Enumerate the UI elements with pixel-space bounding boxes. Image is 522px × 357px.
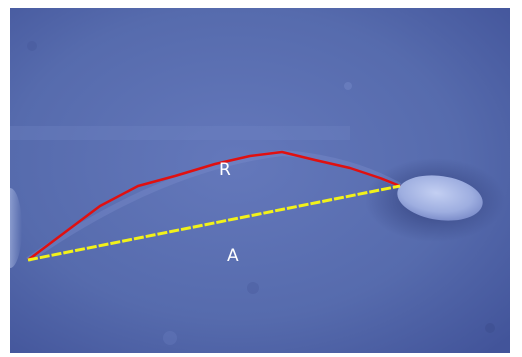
speckle [344,82,352,90]
speckle [247,282,259,294]
speckle [485,323,495,333]
speckle [27,41,37,51]
micrograph [10,8,510,353]
speckle [163,331,177,345]
background-streak [10,126,350,140]
left-edge-glow [10,188,22,268]
chord-label: A [227,246,239,266]
arc-label: R [219,160,231,180]
cell-head [397,175,483,221]
flagellum [26,149,402,263]
micrograph-canvas [10,8,510,353]
chord-line [27,184,401,262]
arc-trace [27,150,401,261]
